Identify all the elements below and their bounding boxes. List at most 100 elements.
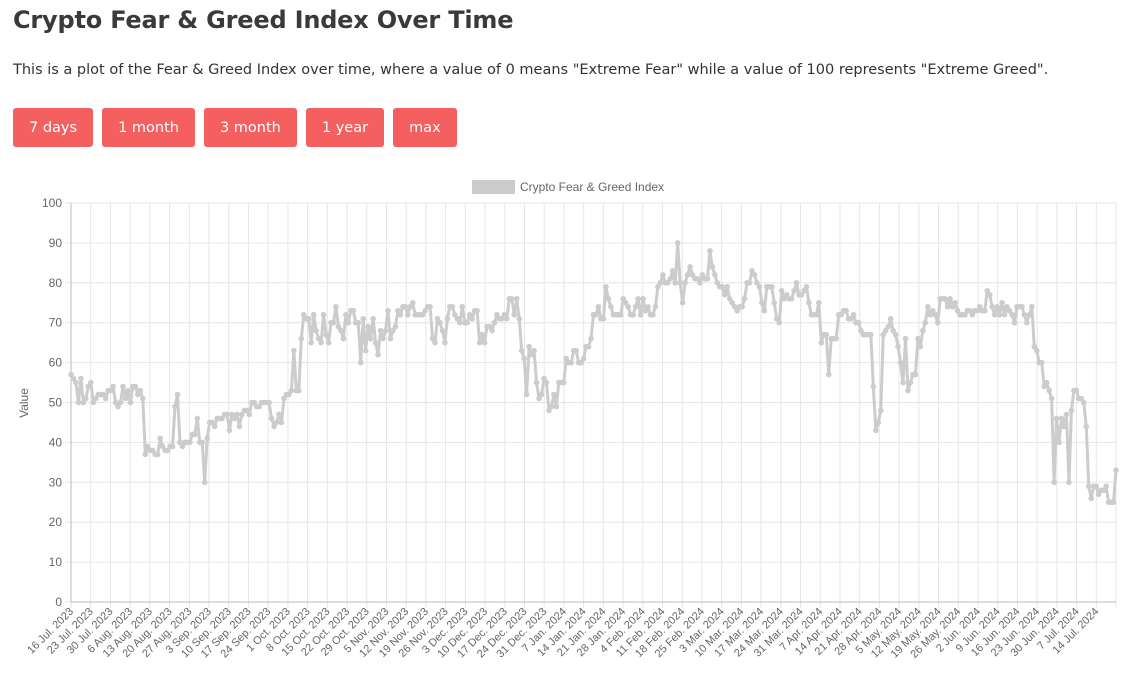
data-point: [974, 307, 981, 314]
data-point: [823, 331, 830, 338]
range-1-year-button[interactable]: 1 year: [305, 108, 385, 147]
data-point: [192, 431, 198, 438]
data-point: [1006, 307, 1013, 314]
data-point: [68, 371, 74, 378]
data-point: [739, 303, 745, 310]
chart-legend[interactable]: Crypto Fear & Greed Index: [472, 180, 664, 194]
y-tick-label: 10: [49, 555, 63, 569]
data-point: [313, 327, 319, 334]
data-point: [360, 315, 367, 322]
data-point: [533, 379, 540, 386]
data-point: [541, 375, 547, 382]
data-point: [600, 315, 607, 322]
data-point: [994, 303, 1000, 310]
data-point: [605, 295, 612, 302]
data-point: [632, 303, 639, 310]
data-point: [127, 399, 134, 406]
data-point: [890, 327, 896, 334]
data-point: [246, 411, 253, 418]
data-point: [112, 399, 119, 406]
data-point: [390, 327, 396, 334]
data-point: [504, 315, 510, 322]
legend-label: Crypto Fear & Greed Index: [520, 180, 664, 194]
data-point: [452, 311, 458, 318]
range-3-month-button[interactable]: 3 month: [203, 108, 297, 147]
data-point: [234, 411, 240, 418]
data-point: [781, 295, 787, 302]
data-point: [486, 323, 493, 330]
data-point: [298, 335, 305, 342]
data-point: [887, 315, 894, 322]
data-point: [323, 331, 329, 338]
data-point: [513, 295, 520, 302]
data-point: [954, 307, 961, 314]
data-point: [474, 307, 480, 314]
data-point: [630, 311, 636, 318]
data-point: [1113, 467, 1119, 474]
series-crypto-fear-greed: [68, 240, 1119, 506]
range-1-month-button[interactable]: 1 month: [102, 108, 195, 147]
data-point: [551, 391, 557, 398]
data-point: [707, 248, 713, 254]
range-7-days-button[interactable]: 7 days: [13, 108, 94, 147]
data-point: [816, 299, 822, 306]
data-point: [669, 268, 676, 274]
data-point: [1078, 395, 1085, 402]
data-point: [1053, 415, 1060, 422]
data-point: [107, 387, 114, 394]
data-point: [402, 303, 409, 310]
data-point: [444, 315, 451, 322]
data-point: [340, 335, 347, 342]
data-point: [543, 379, 550, 386]
data-point: [709, 264, 716, 270]
data-point: [102, 395, 109, 402]
data-point: [117, 399, 124, 406]
data-point: [494, 311, 500, 318]
data-point: [85, 383, 92, 390]
data-point: [370, 315, 376, 322]
y-tick-label: 100: [42, 196, 62, 210]
data-point: [929, 307, 936, 314]
data-point: [479, 331, 485, 338]
data-point: [880, 331, 887, 338]
data-point: [768, 283, 775, 290]
data-point: [776, 319, 783, 326]
data-point: [818, 339, 825, 346]
data-point: [588, 335, 594, 342]
data-point: [682, 280, 688, 286]
data-point: [578, 359, 584, 366]
data-point: [157, 435, 163, 442]
data-point: [325, 339, 332, 346]
data-point: [622, 299, 629, 306]
data-point: [1021, 311, 1028, 318]
data-point: [135, 391, 141, 398]
data-point: [1066, 479, 1072, 486]
data-point: [664, 280, 671, 286]
data-point: [944, 303, 951, 310]
data-point: [236, 423, 243, 430]
data-point: [224, 411, 230, 418]
data-point: [855, 319, 862, 326]
data-point: [523, 391, 530, 398]
data-point: [521, 355, 527, 362]
data-point: [429, 335, 436, 342]
data-point: [481, 339, 488, 346]
data-point: [870, 383, 877, 390]
data-point: [1024, 319, 1030, 326]
data-point: [813, 311, 820, 318]
data-point: [125, 387, 131, 394]
data-point: [947, 295, 953, 302]
data-point: [996, 311, 1003, 318]
data-point: [422, 307, 428, 314]
data-point: [154, 451, 161, 458]
range-max-button[interactable]: max: [393, 108, 457, 147]
data-point: [434, 315, 441, 322]
data-point: [1100, 487, 1107, 494]
y-tick-label: 50: [49, 396, 63, 410]
data-point: [132, 383, 139, 390]
data-point: [922, 319, 929, 326]
data-point: [288, 387, 295, 394]
data-point: [573, 347, 579, 354]
data-point: [442, 339, 448, 346]
data-point: [759, 299, 765, 306]
